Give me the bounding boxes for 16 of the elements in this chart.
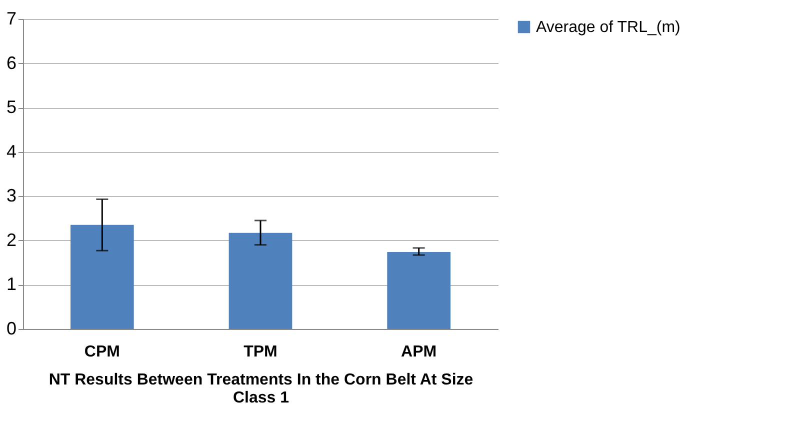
- y-tick-label: 5: [6, 97, 16, 118]
- y-tick-label: 6: [6, 52, 16, 73]
- y-tick-label: 1: [6, 274, 16, 294]
- bar: [228, 232, 292, 329]
- y-tick-label: 0: [6, 318, 16, 338]
- bar: [387, 252, 450, 329]
- x-tick-label: APM: [401, 344, 437, 360]
- legend-label: Average of TRL_(m): [536, 19, 680, 36]
- y-tick-label: 3: [6, 186, 16, 206]
- y-tick-label: 7: [6, 8, 16, 28]
- x-tick-label: CPM: [84, 344, 120, 360]
- y-tick-label: 2: [6, 230, 16, 250]
- x-axis-title: NT Results Between Treatments In the Corn Belt At Size Class 1: [48, 372, 474, 406]
- x-tick-label: TPM: [244, 344, 278, 360]
- y-tick-label: 4: [6, 141, 16, 162]
- bar: [70, 224, 134, 329]
